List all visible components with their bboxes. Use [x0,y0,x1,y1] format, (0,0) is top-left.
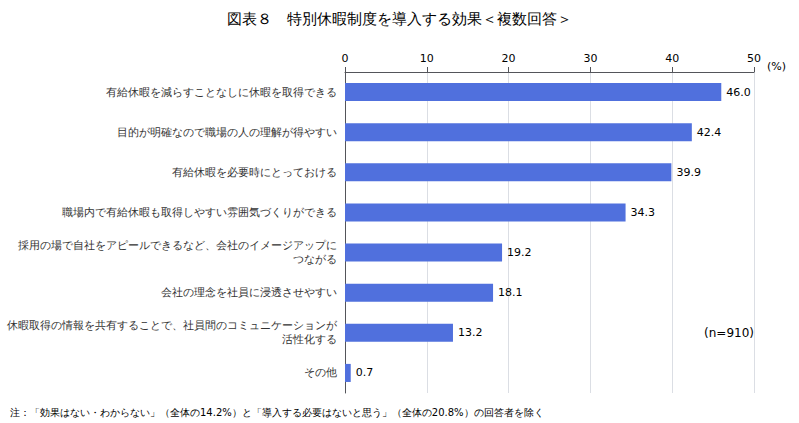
svg-text:0: 0 [342,52,349,65]
svg-text:50: 50 [747,52,761,65]
svg-text:46.0: 46.0 [726,86,751,99]
svg-text:休暇取得の情報を共有することで、社員間のコミュニケーションが: 休暇取得の情報を共有することで、社員間のコミュニケーションが [7,319,338,332]
svg-text:42.4: 42.4 [697,126,722,139]
svg-text:(%): (%) [767,60,786,73]
svg-text:図表８ 特別休暇制度を導入する効果＜複数回答＞: 図表８ 特別休暇制度を導入する効果＜複数回答＞ [227,10,572,28]
svg-text:有給休暇を減らすことなしに休暇を取得できる: 有給休暇を減らすことなしに休暇を取得できる [106,86,337,99]
svg-text:20: 20 [502,52,516,65]
svg-text:つながる: つながる [293,253,337,266]
svg-text:有給休暇を必要時にとっておける: 有給休暇を必要時にとっておける [172,166,337,179]
svg-text:活性化する: 活性化する [282,333,337,346]
svg-text:30: 30 [583,52,597,65]
svg-text:13.2: 13.2 [458,326,483,339]
svg-text:(n=910): (n=910) [704,326,754,340]
svg-text:目的が明確なので職場の人の理解が得やすい: 目的が明確なので職場の人の理解が得やすい [117,126,337,139]
svg-text:職場内で有給休暇も取得しやすい雰囲気づくりができる: 職場内で有給休暇も取得しやすい雰囲気づくりができる [62,206,337,219]
svg-text:19.2: 19.2 [507,246,532,259]
svg-text:会社の理念を社員に浸透させやすい: 会社の理念を社員に浸透させやすい [161,286,337,299]
svg-text:採用の場で自社をアピールできるなど、会社のイメージアップに: 採用の場で自社をアピールできるなど、会社のイメージアップに [18,239,337,252]
svg-text:10: 10 [420,52,434,65]
svg-text:その他: その他 [304,366,337,379]
svg-text:34.3: 34.3 [631,206,656,219]
svg-text:39.9: 39.9 [676,166,701,179]
svg-text:18.1: 18.1 [498,286,522,299]
svg-text:0.7: 0.7 [356,366,374,379]
svg-text:40: 40 [665,52,679,65]
svg-text:注：「効果はない・わからない」（全体の14.2%）と「導入す: 注：「効果はない・わからない」（全体の14.2%）と「導入する必要はないと思う」… [10,407,544,418]
